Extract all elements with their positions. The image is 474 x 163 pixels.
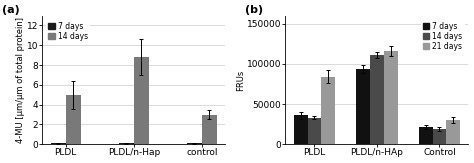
Text: (a): (a) [2, 5, 20, 15]
Bar [356, 69, 370, 144]
Y-axis label: 4-MU [μm/μm of total protein]: 4-MU [μm/μm of total protein] [16, 17, 25, 143]
Bar [187, 143, 202, 144]
Bar [308, 118, 321, 144]
Bar [370, 55, 384, 144]
Bar [447, 120, 460, 144]
Bar [202, 115, 217, 144]
Text: (b): (b) [245, 5, 264, 15]
Bar [51, 143, 65, 144]
Legend: 7 days, 14 days, 21 days: 7 days, 14 days, 21 days [421, 19, 465, 53]
Y-axis label: FRUs: FRUs [237, 69, 246, 91]
Bar [321, 77, 335, 144]
Bar [384, 51, 398, 144]
Legend: 7 days, 14 days: 7 days, 14 days [46, 19, 90, 43]
Bar [294, 115, 308, 144]
Bar [419, 127, 433, 144]
Bar [433, 129, 447, 144]
Bar [119, 143, 134, 144]
Bar [65, 95, 81, 144]
Bar [134, 57, 149, 144]
